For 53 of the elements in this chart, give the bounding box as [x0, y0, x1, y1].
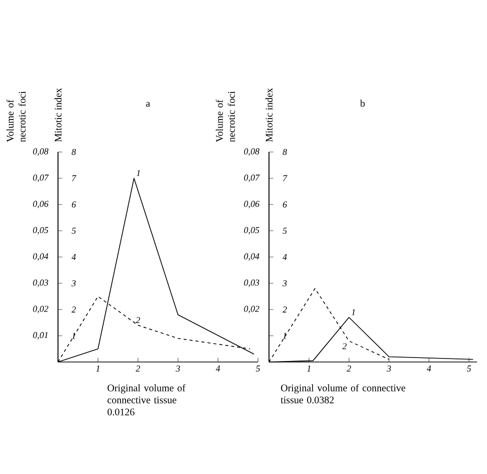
y-tick-label: 0,06: [33, 200, 48, 208]
y2-tick-label: 7: [72, 175, 76, 182]
y-tick-label: 0,02: [244, 306, 260, 314]
y2-tick-label: 3: [72, 280, 76, 286]
series-label: 1: [352, 309, 355, 316]
y-tick-label: 0,05: [244, 227, 260, 234]
x-tick-label: 1: [96, 366, 100, 372]
text: Original volume of connective tissue 0.0382: [280, 384, 406, 404]
x-tick-label: 2: [136, 366, 140, 372]
y2-tick-label: 2: [282, 306, 287, 312]
y-tick-label: 0,04: [33, 253, 48, 261]
x-tick-label: 5: [256, 366, 260, 372]
y2-tick-label: 4: [282, 254, 287, 260]
y2-tick-label: 8: [282, 148, 287, 156]
y-axis-title: Volume of necrotic foci: [6, 91, 26, 142]
y2-tick-label: 7: [283, 175, 288, 182]
y-tick-label: 0,06: [244, 200, 260, 208]
x-tick-label: 4: [426, 366, 432, 372]
y2-tick-label: 1: [282, 332, 286, 339]
y2-tick-label: 2: [72, 306, 76, 312]
x-tick-label: 3: [176, 366, 180, 372]
y-tick-label: 0,03: [33, 280, 48, 287]
y-tick-label: 0,08: [244, 148, 260, 156]
series-label: 1: [136, 170, 140, 176]
y2-tick-label: 3: [282, 280, 287, 286]
x-tick-label: 3: [386, 366, 391, 372]
y-tick-label: 0,08: [33, 148, 48, 156]
y-tick-label: 0,03: [244, 280, 260, 287]
y2-tick-label: 5: [282, 228, 287, 234]
y-tick-label: 0,01: [33, 332, 48, 340]
y2-tick-label: 8: [72, 148, 76, 156]
y2-tick-label: 6: [72, 201, 76, 208]
series-label: 2: [136, 317, 140, 324]
y-axis-title: Volume of necrotic foci: [216, 91, 235, 142]
chart-title: a: [146, 102, 150, 107]
y-tick-label: 0,02: [33, 306, 48, 314]
y-tick-label: 0,04: [244, 253, 260, 261]
x-tick-label: 4: [216, 366, 220, 372]
y-tick-label: 0,07: [244, 174, 260, 182]
y2-tick-label: 1: [72, 332, 76, 339]
y2-tick-label: 5: [72, 228, 76, 234]
y-tick-label: 0,07: [33, 174, 49, 182]
y2-axis-title: Mitotic index: [54, 88, 62, 142]
y2-tick-label: 4: [72, 254, 76, 260]
chart-title: b: [360, 100, 365, 107]
x-tick-label: 5: [466, 366, 471, 372]
text: Original volume of connective tissue 0.0126: [108, 384, 186, 416]
y2-tick-label: 6: [282, 201, 287, 208]
x-tick-label: 1: [307, 366, 310, 372]
y2-axis-title: Mitotic index: [265, 88, 273, 142]
x-tick-label: 2: [346, 366, 352, 372]
y-tick-label: 0,05: [33, 227, 48, 234]
series-label: 2: [342, 343, 347, 350]
